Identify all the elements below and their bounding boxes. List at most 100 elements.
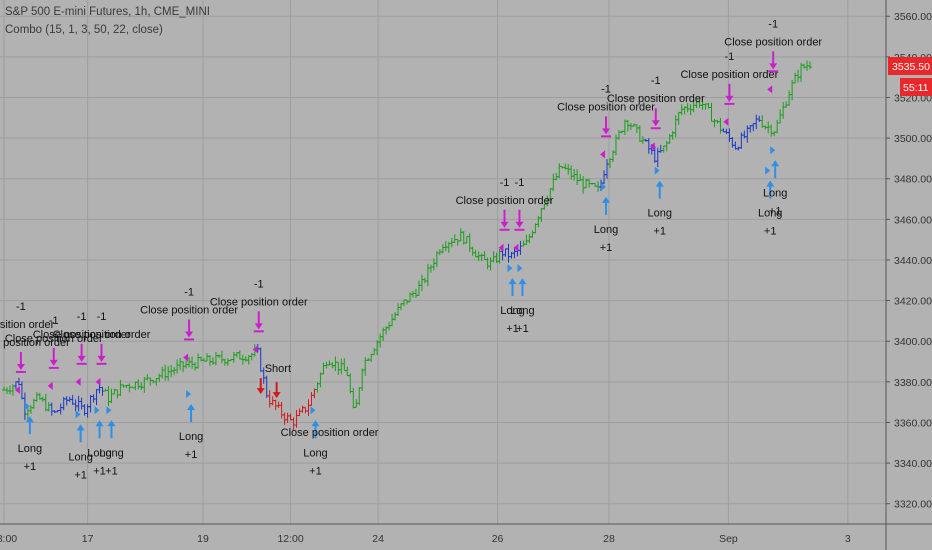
close-signal: Close position order -1 bbox=[724, 18, 822, 94]
signal-label: -1 bbox=[97, 311, 107, 323]
ohlc-bar bbox=[802, 63, 807, 69]
ohlc-bar bbox=[243, 356, 248, 362]
signal-label: +1 bbox=[516, 323, 529, 335]
signal-label: +1 bbox=[769, 205, 782, 217]
long-arrow-head bbox=[766, 180, 775, 187]
ohlc-bar bbox=[106, 386, 111, 406]
signal-label: -1 bbox=[49, 315, 59, 327]
time-badge: 55:11 bbox=[900, 78, 932, 97]
close-flag bbox=[723, 117, 729, 126]
signal-label: Close position order bbox=[607, 93, 705, 105]
ohlc-bar bbox=[348, 373, 353, 394]
ohlc-bar bbox=[736, 146, 741, 151]
long-signal: Long +1 bbox=[763, 146, 787, 217]
ohlc-bar bbox=[637, 125, 642, 142]
close-arrow-head bbox=[651, 120, 660, 127]
signal-label: +1 bbox=[506, 323, 519, 335]
ohlc-bar bbox=[712, 119, 717, 128]
long-flag bbox=[770, 146, 776, 155]
ohlc-bar bbox=[219, 350, 224, 364]
close-signal: Close position orderposition order-1 bbox=[0, 301, 70, 394]
close-arrow-head bbox=[515, 221, 524, 228]
close-signal: Close position order -1 bbox=[557, 83, 655, 159]
strategy-annotations: Close position orderposition order-1Clos… bbox=[0, 18, 822, 481]
short-arrow-head bbox=[272, 392, 281, 399]
long-arrow-head bbox=[655, 180, 664, 187]
ohlc-bar bbox=[658, 144, 663, 153]
signal-label: Close position order bbox=[281, 427, 379, 439]
ohlc-bar bbox=[163, 364, 168, 381]
ohlc-bar bbox=[267, 390, 272, 408]
ohlc-bar bbox=[455, 238, 460, 246]
long-flag bbox=[601, 182, 607, 191]
signal-label: Long bbox=[68, 451, 92, 463]
long-arrow-head bbox=[25, 416, 34, 423]
ohlc-bar bbox=[778, 109, 783, 124]
long-signal: Long +1 bbox=[303, 406, 328, 477]
ohlc-bar bbox=[443, 241, 448, 252]
ohlc-bar bbox=[396, 303, 401, 316]
ohlc-bar bbox=[808, 61, 813, 70]
ohlc-bar bbox=[91, 394, 96, 403]
price-badge-label: 3535.50 bbox=[892, 61, 930, 73]
close-signal: Close position order -1 bbox=[140, 286, 238, 362]
ohlc-bar bbox=[587, 178, 592, 188]
long-arrow-head bbox=[602, 196, 611, 203]
y-tick-label: 3460.00 bbox=[894, 214, 932, 226]
time-badge-bg bbox=[900, 78, 932, 97]
ohlc-bar bbox=[425, 263, 430, 287]
ohlc-bar bbox=[333, 356, 338, 372]
signal-label: +1 bbox=[24, 461, 37, 473]
ohlc-bar bbox=[787, 90, 792, 106]
ohlc-bar bbox=[258, 347, 263, 372]
ohlc-bar bbox=[575, 169, 580, 186]
ohlc-bar bbox=[190, 356, 195, 369]
long-arrow-head bbox=[107, 420, 116, 427]
ohlc-bar bbox=[49, 402, 54, 416]
long-signal: Long +1 bbox=[648, 166, 672, 238]
signal-label: Long bbox=[500, 305, 524, 317]
long-arrow-head bbox=[95, 420, 104, 427]
close-flag bbox=[498, 243, 504, 252]
ohlc-bar bbox=[524, 234, 529, 245]
signal-label: Short bbox=[265, 363, 291, 375]
long-flag bbox=[310, 406, 316, 415]
ohlc-bar bbox=[327, 360, 332, 366]
ohlc-bar bbox=[282, 412, 287, 425]
ohlc-bar bbox=[88, 394, 93, 413]
ohlc-bar bbox=[673, 115, 678, 138]
ohlc-bar bbox=[440, 244, 445, 254]
long-arrow-head bbox=[508, 278, 517, 285]
close-signal: Close position order -1 bbox=[456, 177, 554, 252]
signal-label: Close position order bbox=[5, 333, 103, 345]
ohlc-bars bbox=[2, 60, 813, 431]
ohlc-bar bbox=[503, 248, 508, 257]
long-signal: Long +1 bbox=[87, 406, 112, 477]
close-signal: Close position order -1 bbox=[680, 51, 779, 126]
ohlc-bar bbox=[452, 234, 457, 243]
ohlc-bar bbox=[64, 396, 69, 406]
long-arrow-head bbox=[518, 278, 527, 285]
signal-label: Long bbox=[510, 305, 534, 317]
ohlc-bar bbox=[634, 124, 639, 133]
short-signal: Close position order bbox=[272, 382, 379, 439]
x-tick-label: 19 bbox=[197, 533, 209, 545]
ohlc-bar bbox=[145, 374, 150, 381]
ohlc-bar bbox=[775, 119, 780, 134]
ohlc-bar bbox=[139, 382, 144, 390]
signal-label: -1 bbox=[601, 83, 611, 95]
ohlc-bar bbox=[539, 208, 544, 223]
ohlc-bar bbox=[676, 111, 681, 125]
x-tick-label: 3 bbox=[845, 533, 851, 545]
ohlc-bar bbox=[530, 230, 535, 239]
signal-label: Close position order bbox=[53, 329, 151, 341]
ohlc-bar bbox=[127, 383, 132, 393]
y-tick-label: 3380.00 bbox=[894, 377, 932, 389]
close-flag bbox=[75, 377, 81, 386]
ohlc-bar bbox=[413, 288, 418, 298]
close-arrow-head bbox=[77, 355, 86, 362]
signal-label: -1 bbox=[184, 286, 194, 298]
ohlc-bar bbox=[473, 249, 478, 258]
ohlc-bar bbox=[79, 397, 84, 410]
